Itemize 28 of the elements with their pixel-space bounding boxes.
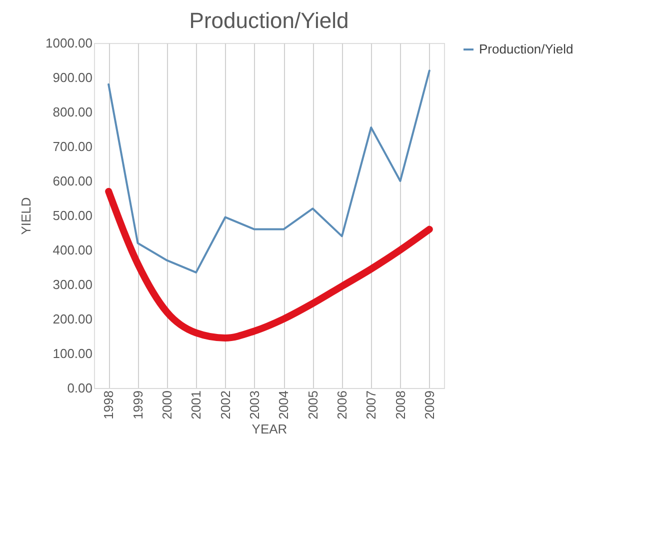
x-tick-label: 2003: [246, 390, 262, 420]
y-tick-label: 0.00: [67, 380, 92, 396]
x-tick-label: 2001: [188, 390, 204, 420]
y-tick-label: 200.00: [52, 312, 92, 326]
legend-label: Production/Yield: [479, 42, 574, 56]
x-axis-title: YEAR: [252, 421, 288, 436]
x-tick-label: 2008: [392, 390, 408, 420]
x-tick-label: 2009: [422, 390, 437, 420]
line-series: [108, 70, 430, 274]
y-tick-label: 1000.00: [46, 36, 92, 50]
x-tick-label: 2000: [159, 390, 174, 420]
y-tick-label: 600.00: [52, 174, 92, 188]
y-tick-label: 400.00: [52, 242, 92, 258]
x-tick-label: 2004: [276, 390, 292, 420]
y-axis-title: YIELD: [18, 197, 34, 235]
y-tick-label: 900.00: [52, 70, 92, 85]
y-tick-label: 300.00: [52, 277, 92, 292]
y-tick-label: 700.00: [52, 139, 92, 154]
x-tick-label: 2005: [305, 390, 320, 420]
x-tick-label: 2002: [218, 390, 233, 420]
y-tick-label: 100.00: [52, 346, 92, 361]
x-tick-label: 2007: [364, 390, 379, 420]
x-tick-label: 1999: [130, 390, 146, 420]
y-tick-label: 500.00: [52, 208, 92, 223]
x-tick-label: 1998: [101, 390, 116, 420]
x-tick-label: 2006: [334, 390, 350, 420]
y-tick-label: 800.00: [52, 104, 92, 120]
chart-title: Production/Yield: [189, 8, 349, 33]
